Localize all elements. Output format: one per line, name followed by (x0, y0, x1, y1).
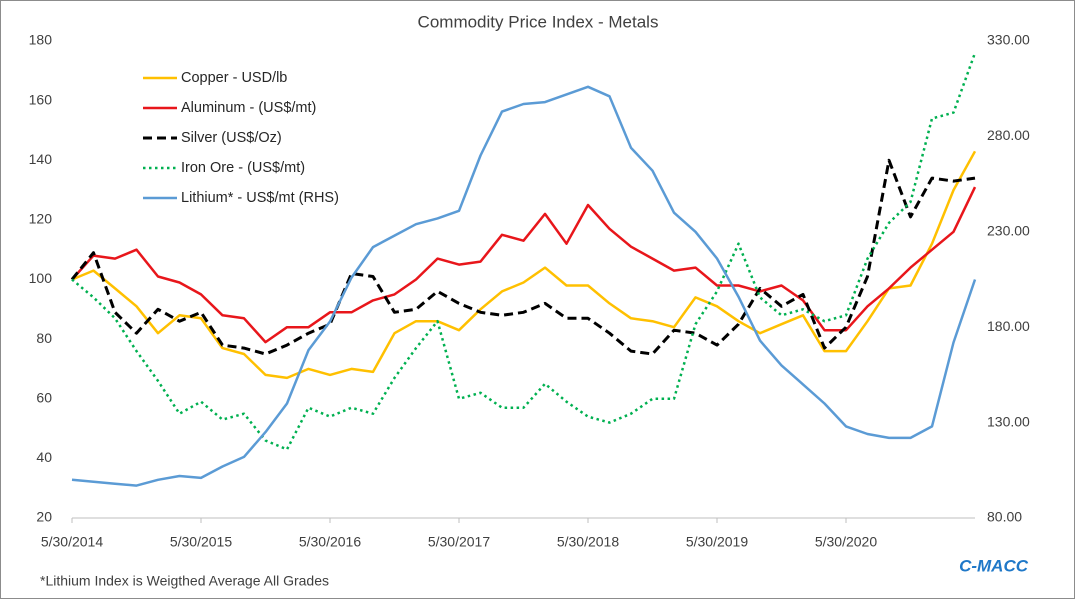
y-tick-label: 80 (36, 330, 52, 346)
x-tick-label: 5/30/2014 (41, 534, 103, 550)
y2-tick-label: 330.00 (987, 32, 1030, 48)
series-line (70, 158, 976, 356)
x-tick-label: 5/30/2017 (428, 534, 490, 550)
y2-tick-label: 230.00 (987, 223, 1030, 239)
legend-label: Aluminum - (US$/mt) (181, 100, 316, 116)
x-tick-label: 5/30/2019 (686, 534, 748, 550)
legend-label: Silver (US$/Oz) (181, 130, 282, 146)
series-line (71, 186, 977, 344)
y-tick-label: 160 (29, 91, 53, 107)
x-tick-label: 5/30/2015 (170, 534, 232, 550)
y-tick-label: 140 (29, 151, 53, 167)
y-tick-label: 60 (36, 389, 52, 405)
y2-tick-label: 180.00 (987, 318, 1030, 334)
y-tick-label: 40 (36, 449, 52, 465)
legend-label: Iron Ore - (US$/mt) (181, 160, 305, 176)
y-tick-label: 20 (36, 509, 52, 525)
y2-tick-label: 280.00 (987, 127, 1030, 143)
y2-tick-label: 80.00 (987, 509, 1022, 525)
legend-label: Copper - USD/lb (181, 70, 287, 86)
source: C-MACC (959, 556, 1029, 575)
legend-label: Lithium* - US$/mt (RHS) (181, 190, 339, 206)
series-line (71, 85, 977, 487)
footnote: *Lithium Index is Weigthed Average All G… (40, 573, 329, 589)
x-tick-label: 5/30/2018 (557, 534, 619, 550)
series-line (71, 150, 977, 380)
y2-tick-label: 130.00 (987, 413, 1030, 429)
x-tick-label: 5/30/2016 (299, 534, 361, 550)
y-tick-label: 120 (29, 211, 53, 227)
series-line (71, 52, 977, 451)
x-tick-label: 5/30/2020 (815, 534, 877, 550)
y-tick-label: 100 (29, 270, 53, 286)
chart-title: Commodity Price Index - Metals (418, 12, 659, 31)
y-tick-label: 180 (29, 32, 53, 48)
